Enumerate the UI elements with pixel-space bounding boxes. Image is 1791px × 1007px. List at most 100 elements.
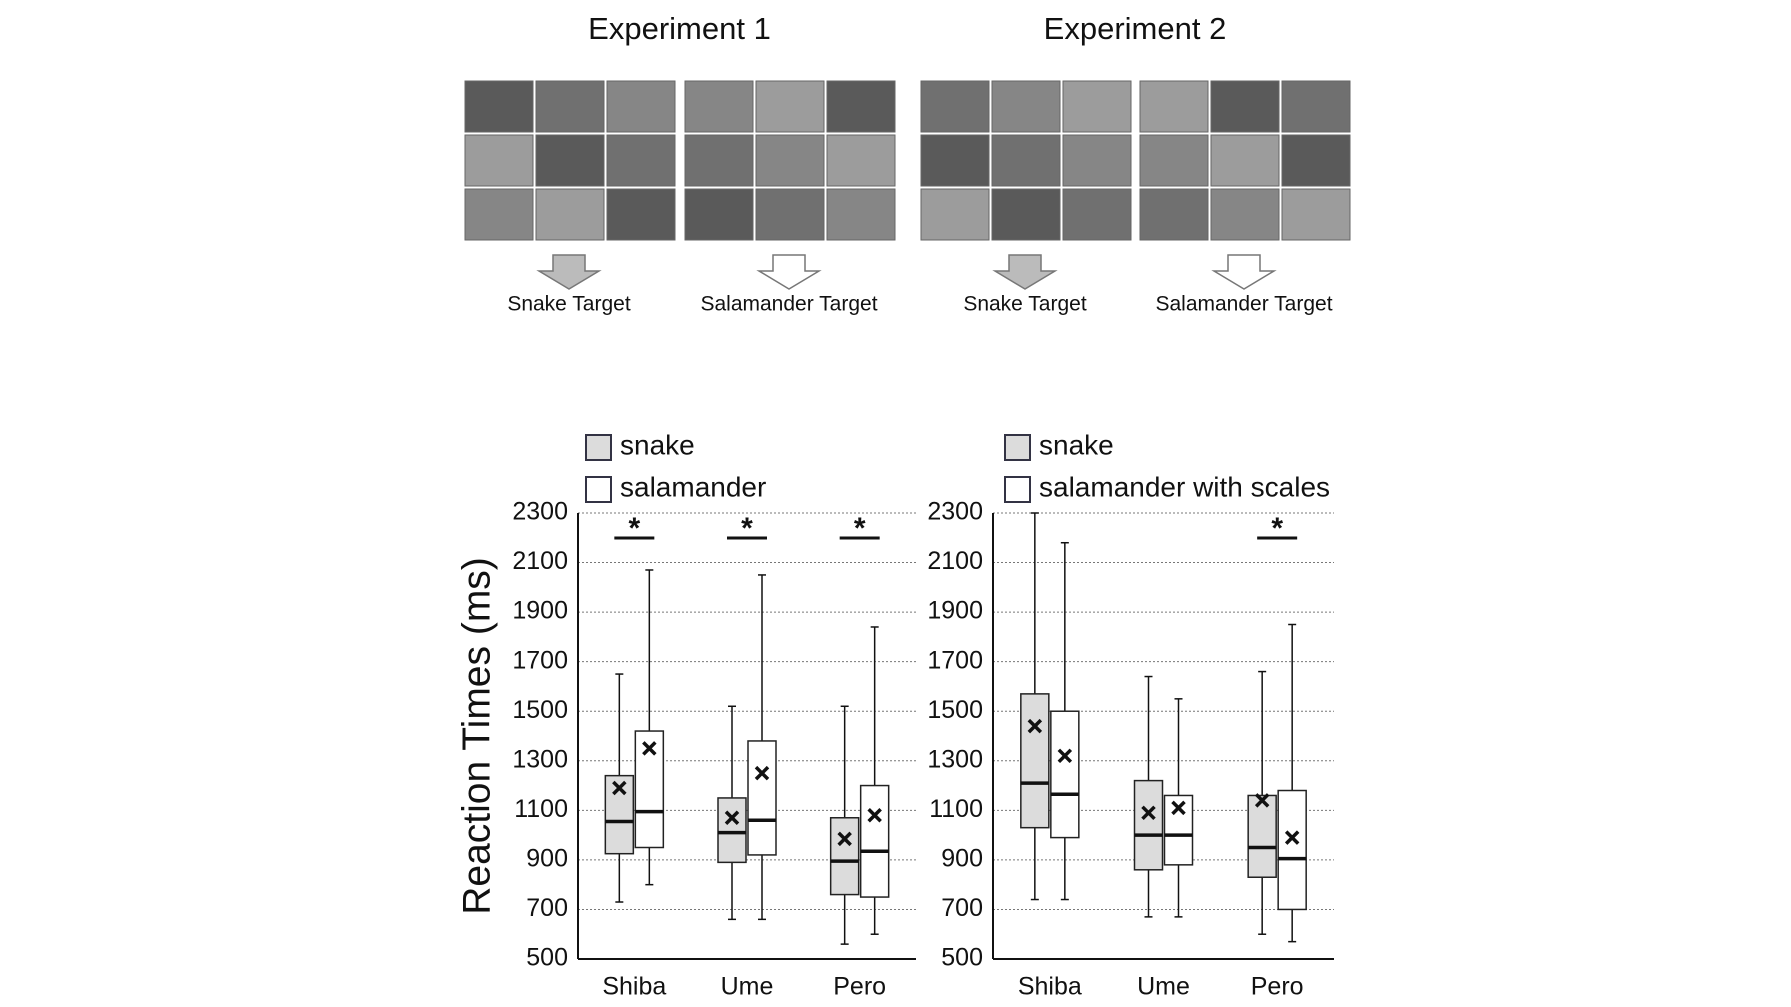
stimulus-photo xyxy=(1281,80,1351,133)
x-tick-label: Shiba xyxy=(1018,973,1082,1001)
y-tick-label: 1100 xyxy=(514,795,568,823)
stimulus-photo xyxy=(464,134,534,187)
stimulus-photo xyxy=(684,134,754,187)
legend-swatch xyxy=(585,476,612,503)
arrow xyxy=(992,254,1058,290)
y-tick-label: 700 xyxy=(526,894,568,922)
target-label: Salamander Target xyxy=(1155,293,1332,316)
significance-label: * xyxy=(741,512,753,545)
y-tick-label: 2300 xyxy=(927,498,983,526)
y-tick-label: 1500 xyxy=(927,696,983,724)
stimulus-photo xyxy=(1139,188,1209,241)
box xyxy=(1050,710,1080,839)
mean-marker xyxy=(1284,830,1300,845)
y-tick-label: 1900 xyxy=(927,597,983,625)
x-tick-label: Ume xyxy=(721,973,774,1001)
mean-marker xyxy=(1141,805,1156,821)
stimulus-photo xyxy=(826,188,896,241)
significance-label: * xyxy=(854,512,866,545)
stimulus-photo xyxy=(1062,80,1132,133)
legend-swatch xyxy=(585,434,612,461)
significance-label: * xyxy=(1271,512,1283,545)
x-tick-label: Pero xyxy=(833,973,886,1001)
y-tick-label: 2300 xyxy=(512,498,568,526)
stimulus-photo xyxy=(1062,134,1132,187)
y-tick-label: 500 xyxy=(526,944,568,972)
stimulus-photo xyxy=(920,188,990,241)
experiment-title: Experiment 2 xyxy=(1044,11,1227,46)
y-tick-label: 1300 xyxy=(512,745,568,773)
stimulus-photo xyxy=(535,188,605,241)
stimulus-photo xyxy=(535,134,605,187)
y-tick-label: 1900 xyxy=(512,597,568,625)
significance-label: * xyxy=(628,512,640,545)
stimulus-photo xyxy=(755,80,825,133)
stimulus-photo xyxy=(1139,80,1209,133)
target-label: Snake Target xyxy=(507,293,631,316)
stimulus-photo xyxy=(1139,134,1209,187)
stimulus-photo xyxy=(1062,188,1132,241)
stimulus-photo xyxy=(1281,134,1351,187)
stimulus-photo xyxy=(826,134,896,187)
box xyxy=(829,817,860,896)
stimulus-photo xyxy=(920,80,990,133)
stimulus-photo xyxy=(991,188,1061,241)
y-tick-label: 1300 xyxy=(927,745,983,773)
arrow xyxy=(1211,254,1277,290)
y-axis-title: Reaction Times (ms) xyxy=(455,557,498,915)
target-label: Salamander Target xyxy=(700,293,877,316)
stimulus-photo xyxy=(684,80,754,133)
y-tick-label: 900 xyxy=(526,844,568,872)
legend-label: salamander with scales xyxy=(1039,471,1330,502)
stimulus-photo xyxy=(1210,80,1280,133)
mean-marker xyxy=(612,780,627,796)
stimulus-photo xyxy=(1281,188,1351,241)
stimulus-photo xyxy=(991,134,1061,187)
box xyxy=(717,797,747,864)
stimulus-photo xyxy=(755,188,825,241)
y-tick-label: 700 xyxy=(941,894,983,922)
y-tick-label: 1500 xyxy=(512,696,568,724)
box xyxy=(747,740,777,856)
x-tick-label: Ume xyxy=(1137,973,1190,1001)
mean-marker xyxy=(867,808,882,823)
box xyxy=(1020,693,1050,829)
y-tick-label: 500 xyxy=(941,944,983,972)
box xyxy=(859,784,890,898)
stimulus-photo xyxy=(1210,188,1280,241)
mean-marker xyxy=(724,810,740,826)
target-label: Snake Target xyxy=(963,293,1087,316)
arrow xyxy=(536,254,602,290)
stimulus-photo xyxy=(606,134,676,187)
legend-label: salamander xyxy=(620,471,766,502)
y-tick-label: 2100 xyxy=(512,547,568,575)
legend-swatch xyxy=(1004,476,1031,503)
mean-marker xyxy=(754,765,770,781)
legend-label: snake xyxy=(1039,429,1114,460)
legend-label: snake xyxy=(620,429,695,460)
mean-marker xyxy=(1171,800,1186,816)
stimulus-photo xyxy=(464,188,534,241)
y-tick-label: 900 xyxy=(941,844,983,872)
mean-marker xyxy=(1057,748,1073,764)
stimulus-photo xyxy=(826,80,896,133)
mean-marker xyxy=(1254,793,1270,808)
stimulus-photo xyxy=(755,134,825,187)
y-tick-label: 2100 xyxy=(927,547,983,575)
mean-marker xyxy=(837,831,852,847)
x-tick-label: Pero xyxy=(1251,973,1304,1001)
stimulus-photo xyxy=(684,188,754,241)
box xyxy=(1247,794,1277,878)
stimulus-photo xyxy=(606,80,676,133)
mean-marker xyxy=(1027,718,1043,734)
box xyxy=(1277,789,1307,911)
legend-swatch xyxy=(1004,434,1031,461)
stimulus-photo xyxy=(991,80,1061,133)
stimulus-photo xyxy=(606,188,676,241)
stimulus-photo xyxy=(920,134,990,187)
y-tick-label: 1100 xyxy=(929,795,983,823)
box xyxy=(1133,779,1164,871)
stimulus-photo xyxy=(535,80,605,133)
stimulus-photo xyxy=(464,80,534,133)
